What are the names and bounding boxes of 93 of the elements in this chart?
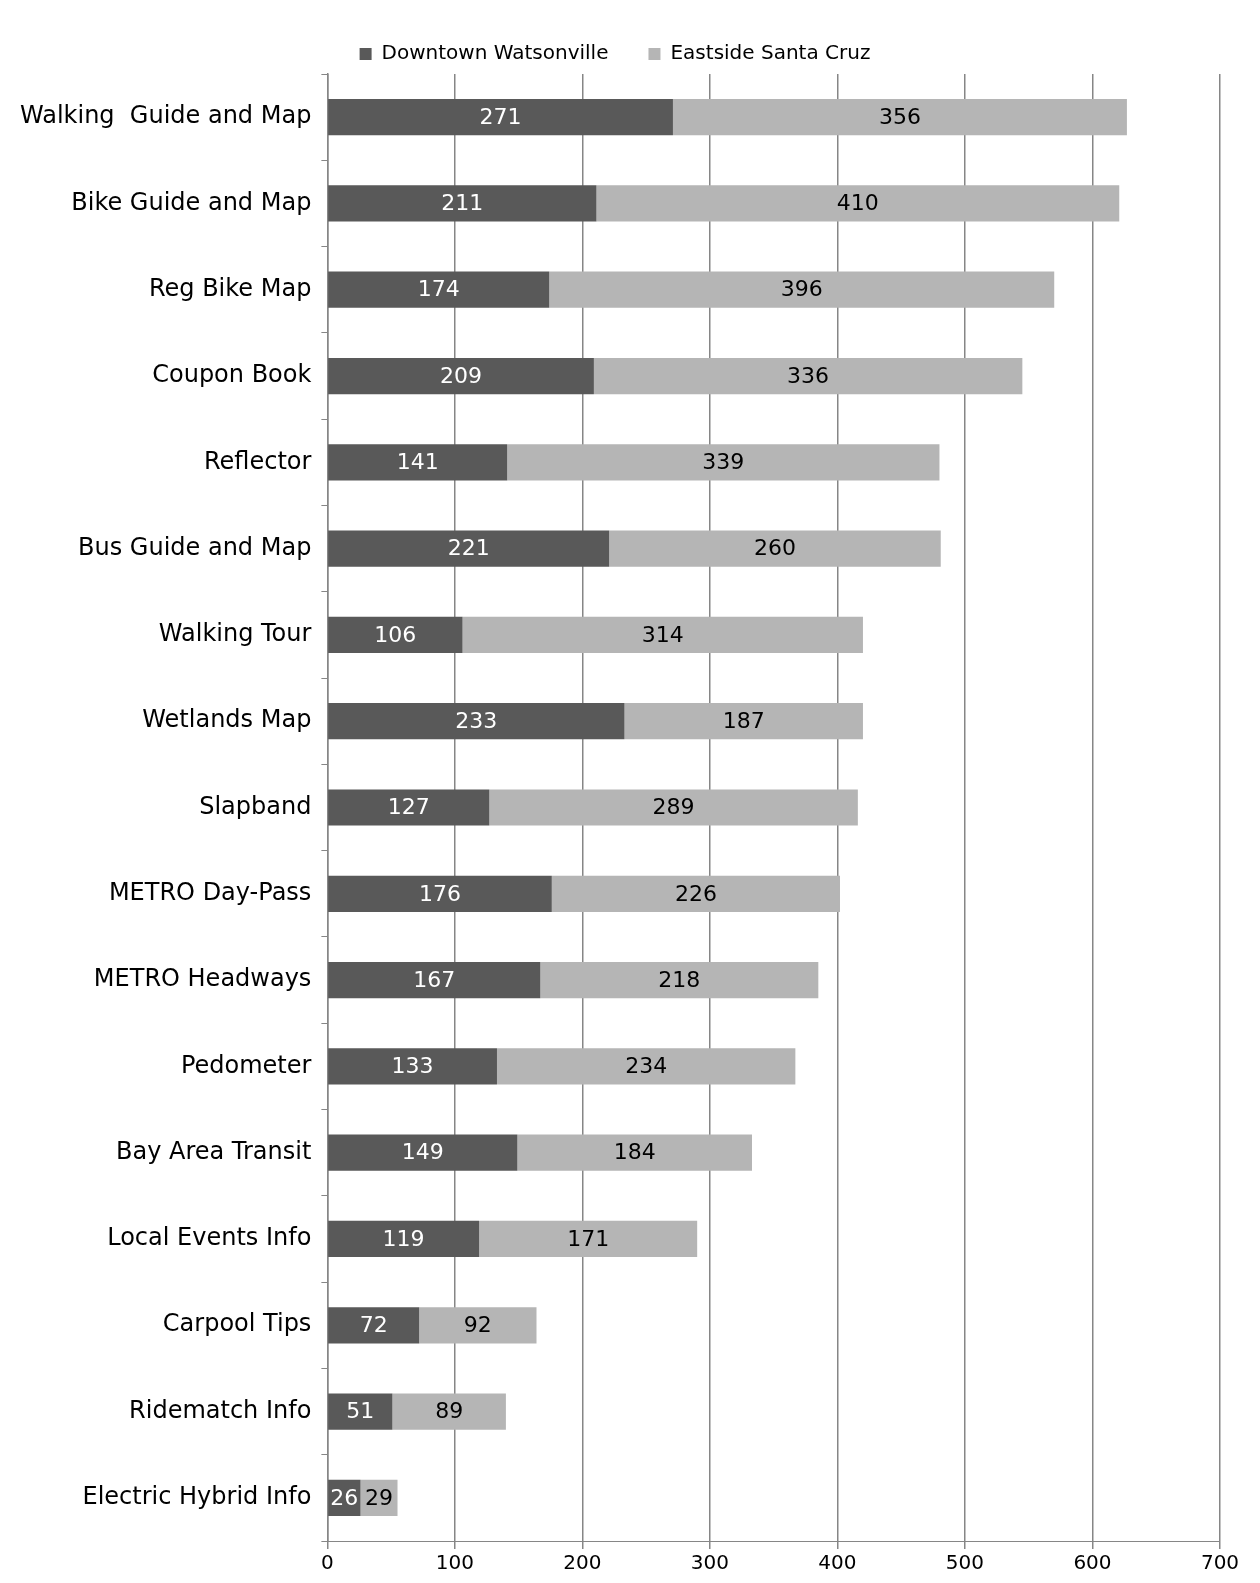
data-label: 149 (401, 1139, 444, 1165)
data-label: 336 (787, 362, 830, 388)
data-label: 396 (780, 276, 823, 302)
y-tick-label: Walking Guide and Map (20, 101, 312, 130)
bar (328, 1220, 480, 1258)
bar (517, 1134, 753, 1171)
y-tick-label: Bus Guide and Map (78, 532, 312, 561)
bar (540, 961, 819, 999)
bar (328, 271, 550, 308)
bar (328, 530, 610, 567)
data-label: 72 (359, 1311, 388, 1337)
data-label: 119 (382, 1225, 425, 1251)
data-label: 356 (878, 103, 921, 129)
bar (549, 271, 1055, 308)
data-label: 141 (396, 449, 439, 475)
x-tick-label: 600 (1073, 1550, 1112, 1575)
data-label: 233 (455, 707, 498, 733)
bar (328, 1134, 518, 1171)
y-tick-label: Ridematch Info (129, 1395, 312, 1424)
bar (328, 444, 508, 481)
legend-label: Eastside Santa Cruz (670, 40, 871, 65)
y-tick-label: Walking Tour (158, 619, 312, 648)
data-label: 106 (374, 621, 417, 647)
bar (328, 961, 541, 999)
bar (624, 703, 863, 740)
bar (328, 703, 625, 740)
data-label: 218 (658, 966, 701, 992)
y-tick-label: Pedometer (180, 1050, 312, 1079)
x-tick-label: 300 (690, 1550, 730, 1575)
bar (328, 616, 463, 654)
bar (551, 875, 840, 912)
bar (489, 789, 858, 826)
data-label: 314 (641, 621, 684, 647)
data-label: 171 (567, 1225, 610, 1251)
data-label: 234 (625, 1053, 668, 1079)
data-label: 211 (441, 190, 484, 216)
bar (596, 185, 1120, 222)
y-tick-label: METRO Headways (93, 964, 312, 993)
x-tick-label: 100 (435, 1550, 474, 1575)
bar (593, 357, 1023, 395)
data-label: 187 (722, 707, 765, 733)
bar (462, 616, 863, 654)
bar (328, 875, 552, 912)
y-tick-label: Bay Area Transit (116, 1136, 312, 1165)
bar (479, 1220, 698, 1258)
bar (328, 99, 673, 136)
y-tick-label: Slapband (199, 791, 312, 820)
data-label: 226 (674, 880, 717, 906)
bar (328, 1048, 497, 1085)
data-label: 127 (387, 794, 430, 820)
data-label: 133 (391, 1053, 434, 1079)
data-label: 339 (702, 449, 745, 475)
data-label: 289 (652, 794, 695, 820)
bar (419, 1307, 537, 1344)
x-tick-label: 200 (563, 1550, 602, 1575)
y-tick-label: Reg Bike Map (148, 273, 312, 302)
data-label: 209 (440, 362, 483, 388)
bar (328, 357, 594, 395)
data-label: 51 (346, 1398, 375, 1424)
bar (496, 1048, 796, 1085)
y-tick-label: Reflector (203, 446, 312, 475)
bar (609, 530, 941, 567)
y-tick-label: Coupon Book (152, 360, 312, 389)
x-tick-label: 700 (1200, 1550, 1240, 1575)
data-label: 29 (365, 1484, 394, 1510)
bar (507, 444, 940, 481)
x-tick-label: 0 (321, 1550, 334, 1575)
data-label: 410 (836, 190, 879, 216)
data-label: 176 (418, 880, 461, 906)
x-tick-label: 400 (818, 1550, 857, 1575)
bar (328, 789, 490, 826)
y-tick-label: Wetlands Map (142, 705, 312, 734)
data-label: 184 (613, 1139, 656, 1165)
data-label: 89 (435, 1398, 464, 1424)
y-tick-label: METRO Day-Pass (108, 878, 312, 907)
y-tick-label: Bike Guide and Map (71, 187, 312, 216)
bar (328, 185, 597, 222)
bar (328, 1307, 420, 1344)
legend-label: Downtown Watsonville (381, 40, 609, 65)
y-tick-label: Carpool Tips (162, 1309, 312, 1338)
data-label: 174 (417, 276, 460, 302)
bar (672, 99, 1127, 136)
data-label: 221 (447, 535, 490, 561)
bar (328, 1393, 393, 1430)
y-tick-label: Electric Hybrid Info (82, 1482, 312, 1511)
data-label: 271 (479, 103, 522, 129)
data-label: 260 (753, 535, 796, 561)
x-tick-label: 500 (945, 1550, 985, 1575)
data-label: 92 (463, 1311, 492, 1337)
data-label: 167 (413, 966, 456, 992)
y-tick-label: Local Events Info (107, 1223, 312, 1252)
bar (392, 1393, 506, 1430)
data-label: 26 (330, 1484, 359, 1510)
